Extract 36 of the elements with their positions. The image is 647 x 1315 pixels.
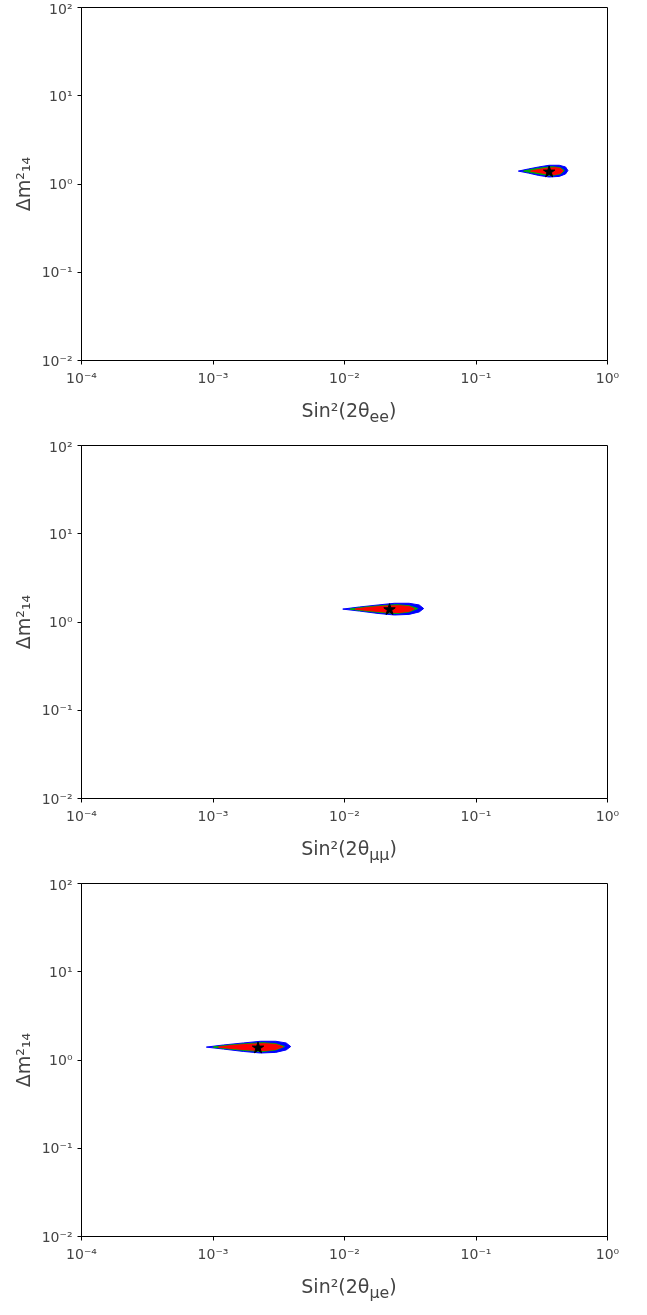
x-axis-title: Sin²(2θ$_{ee}$) <box>300 398 398 428</box>
x-tick-label: 10⁻³ <box>197 369 229 386</box>
y-tick-label: 10¹ <box>49 87 73 104</box>
x-tick-label: 10⁻¹ <box>460 1245 492 1262</box>
y-axis-title: Δm²₁₄ <box>11 1032 34 1088</box>
x-tick-label: 10⁰ <box>595 1245 620 1262</box>
x-tick-label: 10⁻² <box>329 1245 360 1262</box>
y-tick-label: 10⁰ <box>49 1052 73 1068</box>
y-axis-title: Δm²₁₄ <box>11 594 34 650</box>
y-tick-label: 10⁰ <box>49 614 73 630</box>
y-tick-label: 10⁻¹ <box>41 1140 73 1157</box>
y-tick-label: 10⁻² <box>41 790 73 807</box>
x-tick-label: 10⁻⁴ <box>66 807 98 824</box>
x-axis-title: Sin²(2θ$_{μe}$) <box>300 1274 398 1304</box>
x-tick-label: 10⁻² <box>329 807 360 824</box>
y-tick-label: 10¹ <box>49 525 73 542</box>
x-tick-label: 10⁻³ <box>197 1245 229 1262</box>
y-tick-label: 10² <box>49 876 73 893</box>
y-tick-label: 10⁰ <box>49 176 73 192</box>
y-tick-label: 10¹ <box>49 963 73 980</box>
y-tick-label: 10² <box>49 0 73 17</box>
x-tick-label: 10⁰ <box>595 807 620 824</box>
x-tick-label: 10⁻¹ <box>460 807 492 824</box>
y-axis-title: Δm²₁₄ <box>11 156 34 212</box>
y-tick-label: 10⁻² <box>41 352 73 369</box>
x-tick-label: 10⁻⁴ <box>66 1245 98 1262</box>
x-axis-title: Sin²(2θ$_{μμ}$) <box>300 836 398 866</box>
x-tick-label: 10⁻⁴ <box>66 369 98 386</box>
y-tick-label: 10² <box>49 438 73 455</box>
x-tick-label: 10⁻¹ <box>460 369 492 386</box>
x-tick-label: 10⁻³ <box>197 807 229 824</box>
y-tick-label: 10⁻² <box>41 1228 73 1245</box>
x-tick-label: 10⁰ <box>595 369 620 386</box>
y-tick-label: 10⁻¹ <box>41 702 73 719</box>
y-tick-label: 10⁻¹ <box>41 264 73 281</box>
x-tick-label: 10⁻² <box>329 369 360 386</box>
